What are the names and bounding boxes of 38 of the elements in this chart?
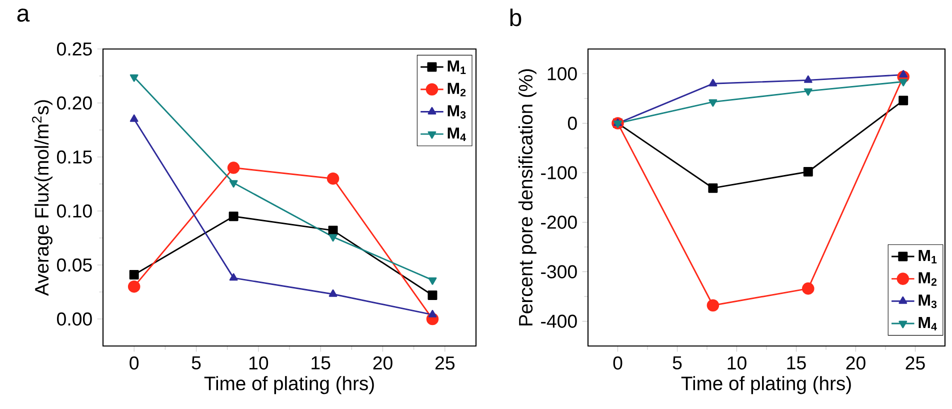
legend-label: M$_{2}$ (448, 82, 466, 96)
x-tick-label: 10 (728, 356, 746, 370)
legend-label: M$_{1}$ (918, 250, 937, 264)
x-tick-label: 0 (613, 356, 622, 370)
chart-title: a (17, 8, 30, 22)
legend-label: M$_{3}$ (918, 294, 937, 308)
x-tick-label: 20 (373, 356, 392, 370)
legend-label: M$_{2}$ (918, 272, 937, 286)
chart-title: b (510, 8, 522, 26)
y-tick-label: 0.15 (57, 150, 92, 164)
x-tick-label: 25 (906, 356, 925, 370)
y-axis-title: Percent pore densification (%) (518, 69, 536, 326)
x-axis-title: Time of plating (hrs) (204, 376, 374, 394)
legend-label: M$_{4}$ (448, 128, 466, 141)
x-tick-label: 5 (192, 356, 201, 370)
y-tick-label: 0.00 (57, 312, 92, 326)
y-axis-title: Average Flux(mol/m$^{2}$s) (32, 100, 52, 296)
y-tick-label: 0.05 (57, 258, 92, 272)
x-axis-title: Time of plating (hrs) (681, 376, 851, 394)
x-tick-label: 25 (435, 356, 455, 370)
y-tick-label: -200 (541, 216, 577, 229)
legend-label: M$_{4}$ (918, 316, 937, 330)
x-tick-label: 15 (787, 356, 806, 370)
x-tick-label: 5 (672, 356, 682, 370)
y-tick-label: 100 (548, 67, 577, 80)
legend-label: M$_{3}$ (448, 105, 466, 119)
x-tick-label: 10 (249, 356, 268, 370)
y-tick-label: -100 (541, 166, 577, 180)
y-tick-label: -300 (541, 265, 577, 278)
y-tick-label: 0.10 (57, 204, 92, 218)
y-tick-label: 0 (568, 116, 577, 130)
y-tick-label: 0.25 (57, 42, 92, 56)
legend-label: M$_{1}$ (448, 60, 466, 74)
y-tick-label: -400 (541, 314, 577, 328)
x-tick-label: 0 (130, 356, 139, 370)
x-tick-label: 20 (846, 356, 866, 370)
x-tick-label: 15 (312, 356, 330, 370)
y-tick-label: 0.20 (57, 96, 92, 110)
